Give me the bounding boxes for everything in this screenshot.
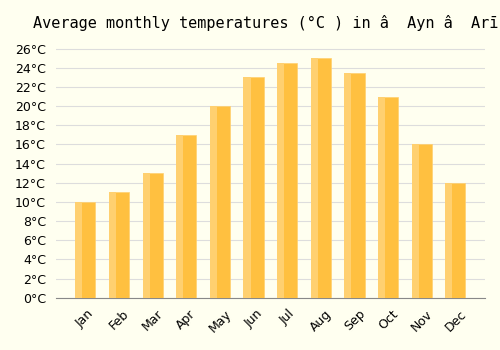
Bar bbox=[344, 73, 352, 298]
Bar bbox=[176, 135, 183, 298]
Bar bbox=[446, 183, 452, 298]
Bar bbox=[310, 58, 318, 298]
Bar bbox=[142, 173, 150, 298]
Bar bbox=[75, 202, 96, 298]
Bar bbox=[142, 173, 163, 298]
Bar bbox=[310, 58, 331, 298]
Bar bbox=[277, 63, 297, 298]
Bar bbox=[378, 97, 385, 298]
Bar bbox=[109, 193, 129, 298]
Bar bbox=[412, 145, 418, 298]
Bar bbox=[109, 193, 116, 298]
Bar bbox=[176, 135, 197, 298]
Bar bbox=[244, 77, 250, 298]
Bar bbox=[210, 106, 230, 298]
Bar bbox=[344, 73, 364, 298]
Bar bbox=[244, 77, 264, 298]
Bar bbox=[378, 97, 398, 298]
Title: Average monthly temperatures (°C ) in â  Ayn â  Arīk: Average monthly temperatures (°C ) in â … bbox=[33, 15, 500, 31]
Bar bbox=[412, 145, 432, 298]
Bar bbox=[446, 183, 466, 298]
Bar bbox=[75, 202, 82, 298]
Bar bbox=[210, 106, 217, 298]
Bar bbox=[277, 63, 284, 298]
